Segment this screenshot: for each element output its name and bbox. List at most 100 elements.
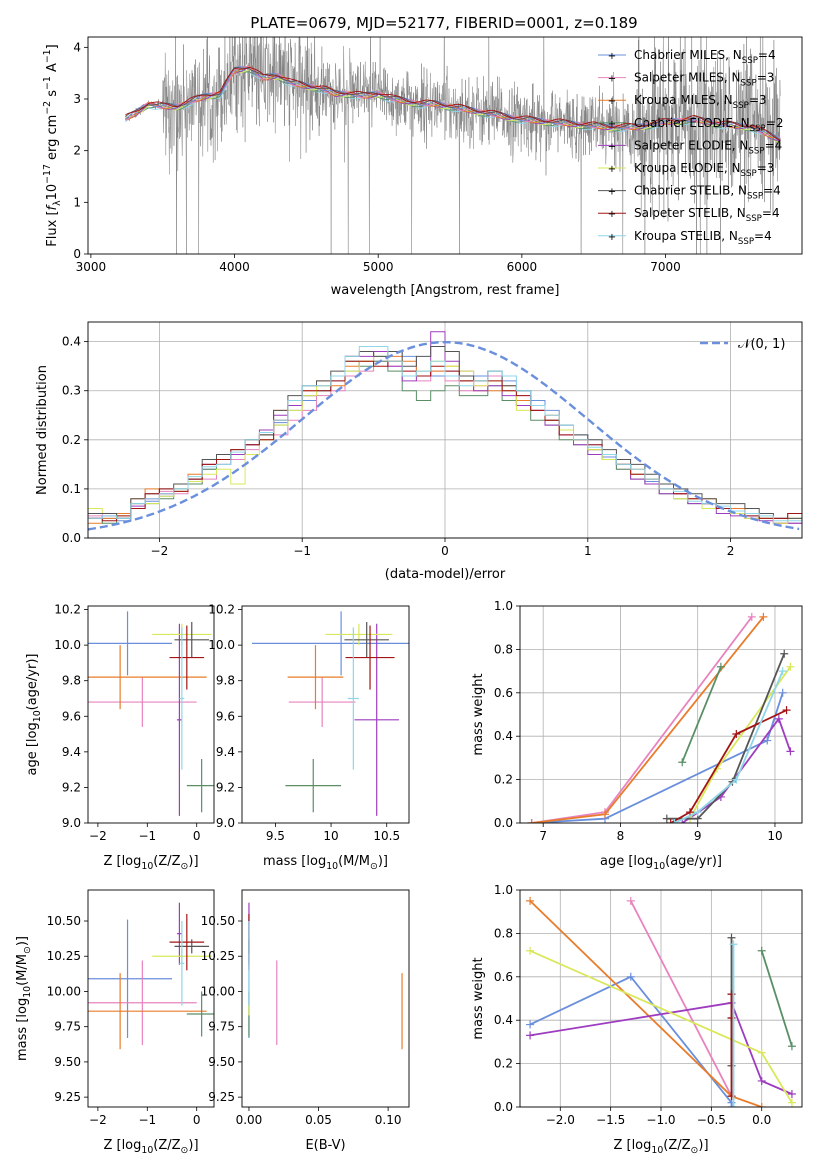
- label-part: ⊙: [370, 861, 378, 872]
- label-part: =4: [762, 206, 780, 220]
- massweight-point-marker: [787, 1089, 796, 1098]
- massweight-point-marker: [670, 819, 679, 823]
- massweight-point-marker: [600, 810, 609, 819]
- axes-frame: [241, 605, 410, 824]
- y-tick-label: 0.8: [494, 642, 513, 656]
- label-part: ⊙: [22, 946, 33, 954]
- massweight-point-marker: [786, 662, 795, 671]
- label-part: Kroupa STELIB, N: [634, 229, 738, 243]
- label-part: =3: [757, 161, 775, 175]
- massweight-point-marker: [782, 706, 791, 715]
- x-tick-label: 10.5: [373, 829, 400, 843]
- y-tick-label: 10.0: [54, 638, 81, 652]
- model-spectrum-line-kroupa-miles: [125, 65, 781, 139]
- y-axis-label: Normed distribution: [35, 365, 50, 495]
- y-axis-label: mass [log10(M/M⊙)]: [15, 936, 33, 1061]
- x-tick-label: 7: [539, 829, 547, 843]
- label-part: (Z/Z: [153, 1138, 180, 1153]
- label-part: Z [log: [103, 1138, 141, 1153]
- massweight-line-chabrier-elodie: [760, 950, 793, 1047]
- massweight-point-marker: [526, 946, 535, 955]
- y-tick-label: 9.4: [62, 745, 81, 759]
- legend-label: Salpeter MILES, NSSP=3: [634, 71, 774, 89]
- legend-marker: +: [608, 74, 616, 85]
- y-tick-label: 10.2: [54, 603, 81, 617]
- x-tick-label: −1.5: [596, 1113, 625, 1127]
- x-tick-label: −1.0: [646, 1113, 675, 1127]
- label-part: Salpeter MILES, N: [634, 71, 741, 85]
- legend-label: Kroupa ELODIE, NSSP=3: [634, 161, 774, 179]
- age-vs-mass-panel: 9.5 10 10.5 9.0 9.2 9.4 9.6 9.8 10.0 10.2 mass [lo…: [208, 603, 410, 872]
- label-part: )]: [188, 854, 198, 869]
- x-tick-label: −2: [151, 544, 169, 558]
- y-tick-label: 0: [73, 247, 81, 261]
- x-tick-label: 0.10: [375, 1113, 402, 1127]
- histogram-plot-area: [88, 331, 802, 531]
- y-tick-label: 0.2: [494, 773, 513, 787]
- x-tick-label: −1: [138, 829, 156, 843]
- x-tick-label: 8: [617, 829, 625, 843]
- mass-vs-ebv-panel: 0.00 0.05 0.10 9.25 9.50 9.75 10.00 10.25 10.50 E…: [201, 889, 410, 1153]
- x-tick-label: −2.0: [546, 1113, 575, 1127]
- massweight-point-marker: [666, 819, 675, 823]
- label-part: 10: [651, 1145, 663, 1156]
- x-axis-label: wavelength [Angstrom, rest frame]: [331, 283, 560, 298]
- label-part: f: [45, 203, 60, 210]
- x-tick-label: 0: [193, 1113, 201, 1127]
- label-part: −17: [42, 164, 53, 184]
- y-tick-label: 1.0: [494, 883, 513, 897]
- legend-label: Chabrier MILES, NSSP=4: [634, 48, 776, 66]
- label-part: (M/M: [338, 854, 370, 869]
- massweight-line-salpeter-elodie: [529, 1001, 793, 1095]
- label-part: =4: [754, 229, 772, 243]
- y-tick-label: 10.00: [201, 984, 235, 998]
- label-part: (age/yr)]: [665, 854, 722, 869]
- label-part: ]: [45, 44, 60, 49]
- label-part: 10: [32, 710, 43, 722]
- y-tick-label: 9.8: [216, 674, 235, 688]
- label-part: )]: [698, 1138, 708, 1153]
- y-axis-label: mass weight: [471, 673, 486, 755]
- x-tick-label: −0.5: [697, 1113, 726, 1127]
- label-part: s: [45, 90, 60, 101]
- label-part: Z [log: [613, 1138, 651, 1153]
- label-part: Chabrier ELODIE, N: [634, 116, 750, 130]
- y-tick-label: 10.2: [208, 603, 235, 617]
- label-part: SSP: [742, 56, 758, 66]
- x-tick-label: −2: [89, 829, 107, 843]
- label-part: =3: [757, 71, 775, 85]
- normal-distribution-curve: [88, 341, 800, 531]
- massweight-line-salpeter-stelib: [670, 709, 787, 823]
- axes-frame: [519, 889, 803, 1108]
- label-part: Chabrier STELIB, N: [634, 184, 747, 198]
- model-spectrum-line-salpeter-stelib: [125, 66, 781, 141]
- x-tick-label: 0: [193, 829, 201, 843]
- massweight-point-marker: [693, 808, 702, 817]
- massweight-point-marker: [763, 736, 772, 745]
- label-part: mass [log: [15, 998, 30, 1061]
- label-part: 10: [141, 861, 153, 872]
- y-tick-label: 9.25: [54, 1090, 81, 1104]
- y-tick-label: 2: [73, 144, 81, 158]
- legend-label: Salpeter ELODIE, NSSP=4: [634, 138, 782, 156]
- label-part: )]: [188, 1138, 198, 1153]
- age-vs-metallicity-panel: −2 −1 09.09.29.49.69.810.010.2Z [log10(Z/Z…: [25, 603, 215, 872]
- x-axis-label: age [log10(age/yr)]: [600, 854, 722, 872]
- massweight-point-marker: [626, 896, 635, 905]
- errorbar-plot-area: [248, 902, 403, 1050]
- massweight-plot-area: [526, 896, 796, 1107]
- y-tick-label: 9.25: [208, 1090, 235, 1104]
- axes-frame: [87, 605, 215, 824]
- axes-frame: [87, 889, 215, 1108]
- y-tick-label: 9.6: [216, 709, 235, 723]
- spectrum-plot-area: [125, 37, 781, 254]
- legend-marker: +: [608, 119, 616, 130]
- label-part: SSP: [747, 192, 763, 202]
- residuals-panel: −2 −1 0 1 2 0.0 0.1 0.2 0.3 0.4 𝒩(0, 1) (data-model…: [35, 321, 803, 582]
- legend-label: 𝒩(0, 1): [738, 337, 785, 352]
- y-tick-label: 0.0: [494, 816, 513, 830]
- massweight-point-marker: [678, 758, 687, 767]
- label-part: Flux [: [45, 210, 60, 246]
- legend-label: Chabrier ELODIE, NSSP=2: [634, 116, 783, 134]
